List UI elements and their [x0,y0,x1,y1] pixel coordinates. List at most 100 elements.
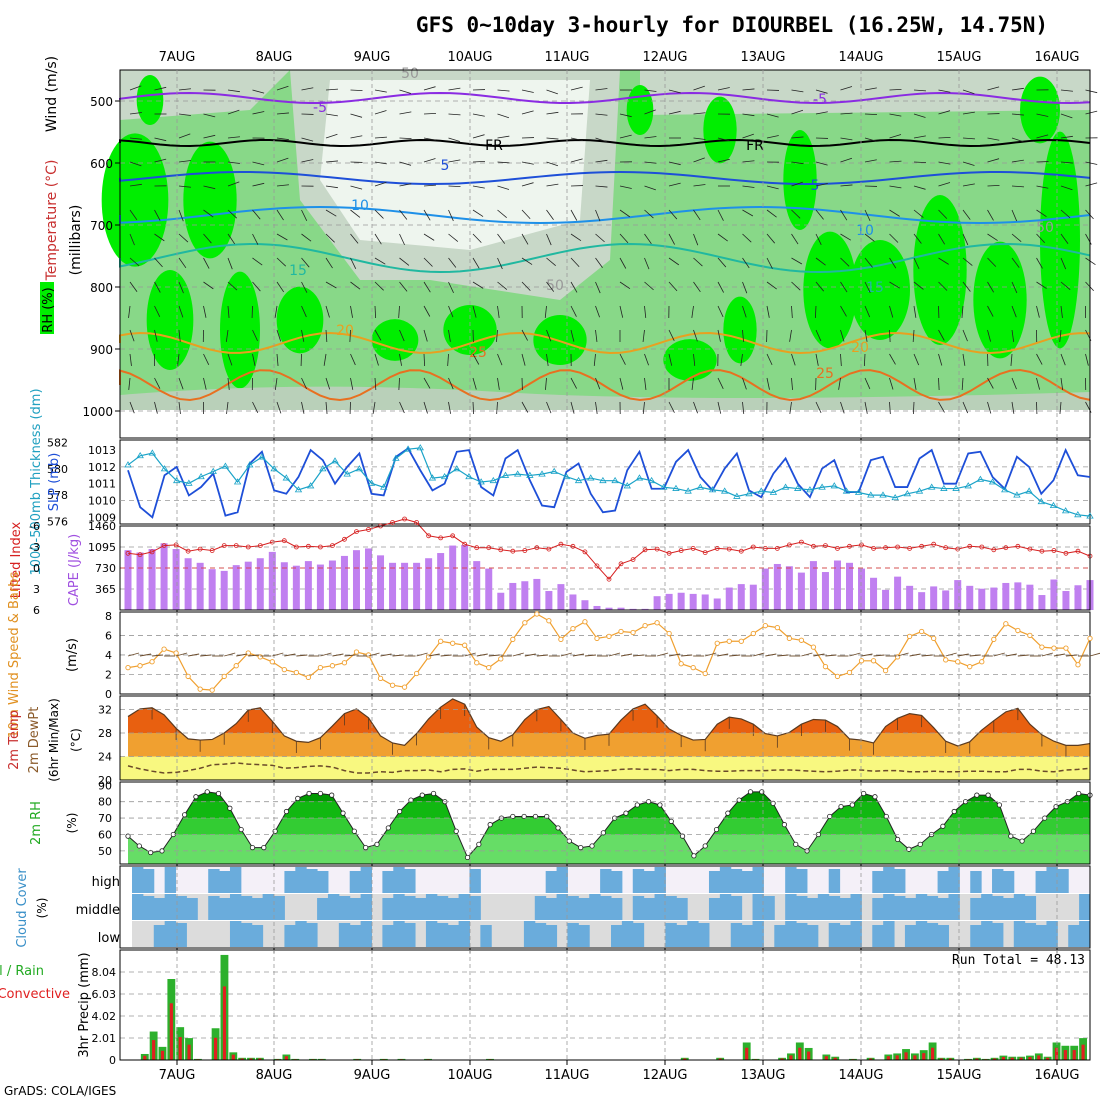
wind-barb [128,377,131,390]
wind-barb [595,137,607,143]
wind-barb [1085,353,1089,366]
li-point [690,546,696,551]
li-tick: 0 [33,562,40,575]
cloud-cell [719,867,732,893]
wind-barb [789,401,792,414]
rh2m-panel: 50 60 70 80 90 2m RH (%) [29,779,1093,869]
wind-barb [691,305,694,318]
cloud-cell [284,871,296,893]
cloud-cell [327,894,340,920]
wind-barb [962,401,969,414]
cloud-panel: high middle low Cloud Cover (%) [15,865,1091,953]
li-point [943,545,949,551]
date-label-bottom: 12AUG [642,1068,687,1083]
cloud-cell [1013,921,1026,947]
cloud-cell [926,896,939,920]
wind-barb [448,281,454,294]
wind-barb [766,281,777,290]
cloud-cell [436,896,449,920]
rh-point [736,797,742,803]
cloud-cell [317,871,329,893]
wind-barb [276,184,289,187]
wind-barb [840,233,851,241]
wind-barb [252,401,259,413]
contour-label: -5 [813,92,827,108]
wind-barb [717,158,730,163]
wind-barb [957,653,969,657]
cloud-cell [763,896,775,920]
wind-barb [178,160,191,163]
wind-barb [938,377,940,391]
wind-barb [969,654,981,657]
wind-barb [668,281,678,292]
wind-speed-point [931,635,937,642]
thickness-point [842,487,851,494]
wind-barb [961,377,964,390]
wind-barb [521,353,526,366]
rh-band [128,834,1090,864]
wind-barb [742,401,745,414]
wind-barb [546,183,559,187]
rh-point [125,833,131,839]
rh-high-area [136,75,164,125]
cape-bar [473,561,481,610]
wind-barb [472,281,484,289]
cloud-cell [262,894,275,920]
cloud-middle-label: middle [76,903,120,918]
wind-barb [497,135,510,139]
rh-point [340,810,346,816]
wind-barb [987,158,1000,163]
cloud-cell [229,867,242,893]
thickness-point [1001,486,1009,493]
rh-point [1008,833,1014,839]
wind-barb [154,329,158,342]
cape-bar [172,549,180,610]
rh2m-unit: (%) [65,813,79,834]
wind-barb [399,281,408,292]
wind-barb [987,233,998,241]
cloud-cell [796,923,808,947]
panel-frame [119,781,1091,865]
contour-label: 10 [351,198,369,214]
wind-barb [497,113,510,119]
wind-tick: 0 [105,688,112,701]
wind-speed-point [1051,645,1057,651]
cape-bar [328,560,336,610]
rh-point [668,818,674,824]
cloud-cell [926,923,939,947]
wind-barb [497,281,508,290]
wind-barb [276,157,289,163]
cape-bar [232,565,240,610]
wind-speed-point [1039,644,1045,650]
wind-barb [873,654,885,657]
wind-speed-point [389,682,396,688]
wind-barb [1036,113,1049,117]
wind-barb [423,158,436,163]
wind-barb [129,257,140,267]
wind-barb [1085,182,1098,187]
wind-barb [1011,305,1017,318]
wind-barb [472,113,485,117]
cloud-cell [251,898,264,920]
cape-bar [990,587,998,610]
cloud-cell [621,921,634,947]
wind-barb [448,401,451,414]
thickness-point [599,476,607,484]
li-point [1075,548,1081,554]
precip-convective-bar [160,1050,165,1060]
wind-barb [791,181,803,187]
precip-unit: 3hr Precip (mm) [77,952,92,1057]
wind-barb [448,113,461,116]
wind-speed-point [293,669,299,676]
wind-barb [399,233,405,246]
li-point [257,543,263,548]
wind-speed-point [185,673,191,680]
cloud-cell [643,898,656,920]
wind-barb [325,113,338,117]
cloud-cell [1057,869,1069,893]
cloud-cell [730,923,743,947]
cloud-cell [839,898,851,920]
li-point [618,561,624,567]
thickness-point [976,475,985,482]
cloud-cell [850,921,862,947]
